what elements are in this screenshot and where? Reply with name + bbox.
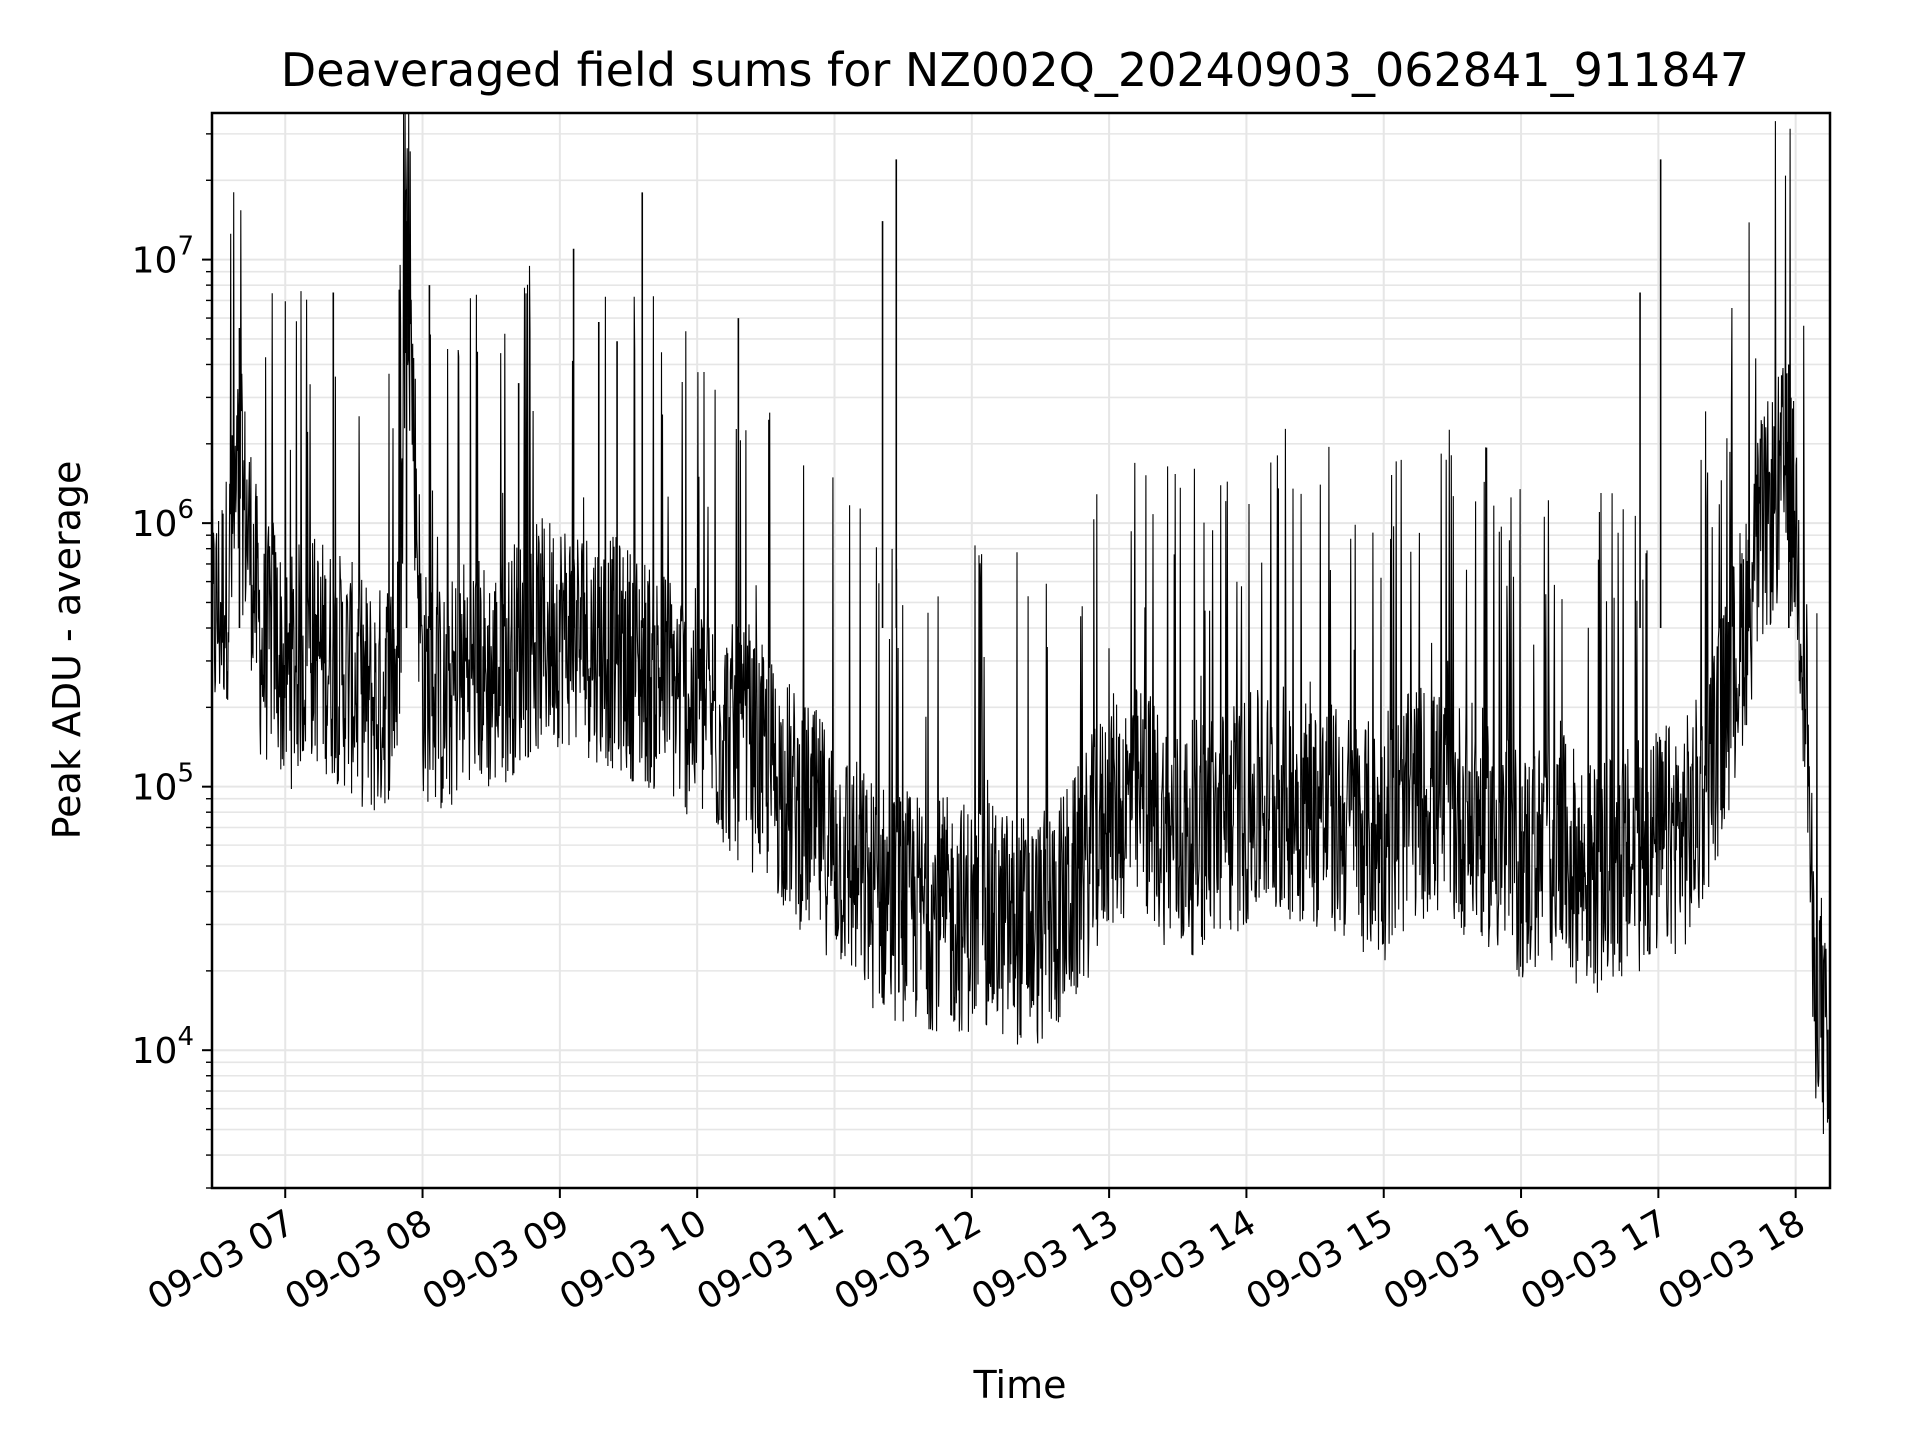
series-line <box>211 112 1831 1135</box>
y-tick-label: 107 <box>132 232 194 282</box>
x-tick-label: 09-03 16 <box>1377 1202 1538 1318</box>
y-tick-label: 104 <box>132 1022 194 1072</box>
y-tick-label: 105 <box>132 759 194 809</box>
x-tick-label: 09-03 17 <box>1514 1202 1675 1318</box>
x-axis-label: Time <box>973 1363 1067 1407</box>
x-tick-label: 09-03 07 <box>141 1202 302 1318</box>
y-axis: 104 105 106 107 <box>132 133 212 1189</box>
x-tick-label: 09-03 14 <box>1102 1202 1263 1318</box>
x-tick-label: 09-03 13 <box>965 1202 1126 1318</box>
x-tick-label: 09-03 15 <box>1240 1202 1401 1318</box>
x-tick-label: 09-03 11 <box>690 1202 851 1318</box>
x-tick-label: 09-03 12 <box>828 1202 989 1318</box>
x-tick-label: 09-03 10 <box>553 1202 714 1318</box>
x-tick-label: 09-03 18 <box>1651 1202 1812 1318</box>
y-axis-label: Peak ADU - average <box>45 461 89 840</box>
chart-title: Deaveraged field sums for NZ002Q_2024090… <box>281 43 1749 97</box>
data-layer <box>211 112 1831 1135</box>
plot-frame <box>210 111 1832 1190</box>
x-tick-label: 09-03 09 <box>416 1202 577 1318</box>
x-tick-label: 09-03 08 <box>278 1202 439 1318</box>
y-tick-label: 106 <box>132 495 194 545</box>
